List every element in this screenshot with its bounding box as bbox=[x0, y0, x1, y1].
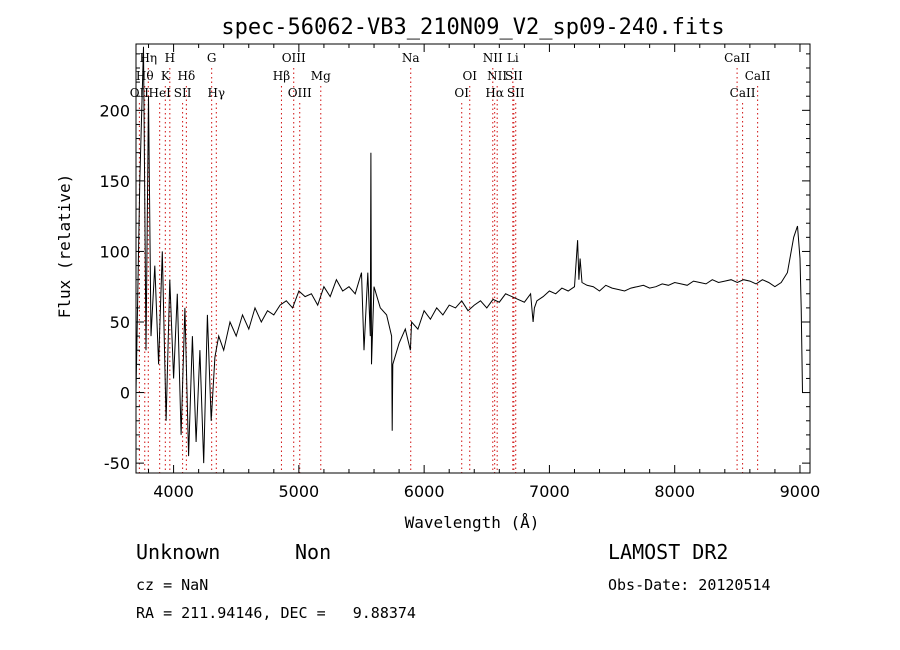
spectral-line-label: K bbox=[161, 69, 171, 83]
spectral-line-label: NII bbox=[483, 51, 503, 65]
y-axis-label: Flux (relative) bbox=[55, 174, 74, 319]
y-tick-label: -50 bbox=[104, 454, 130, 473]
ra-dec-value: RA = 211.94146, DEC = 9.88374 bbox=[136, 604, 416, 622]
subclass-label: Non bbox=[295, 540, 332, 564]
spectral-line-label: Hα bbox=[485, 86, 504, 100]
x-tick-label: 9000 bbox=[780, 482, 821, 501]
y-tick-label: 0 bbox=[120, 384, 130, 403]
spectral-line-label: HeI bbox=[149, 86, 172, 100]
y-tick-label: 150 bbox=[99, 172, 130, 191]
spectral-line-label: Hδ bbox=[178, 69, 196, 83]
redshift-value: cz = NaN bbox=[136, 576, 209, 594]
y-tick-label: 100 bbox=[99, 242, 130, 261]
spectral-line-label: Hη bbox=[139, 51, 157, 65]
spectral-line-label: OI bbox=[454, 86, 469, 100]
spectral-line-label: CaII bbox=[745, 69, 771, 83]
axis-ticks: 4000 5000 6000 7000 8000 9000 -50 0 50 100 150 200 bbox=[99, 44, 820, 501]
spectral-line-label: CaII bbox=[724, 51, 750, 65]
x-axis-label: Wavelength (Å) bbox=[405, 513, 540, 532]
x-tick-label: 4000 bbox=[153, 482, 194, 501]
spectral-line-label: Hβ bbox=[273, 69, 290, 83]
spectral-line-label: OII bbox=[130, 86, 150, 100]
spectral-line-label: SII bbox=[507, 86, 525, 100]
plot-frame bbox=[135, 43, 811, 474]
spectral-line-label: OIII bbox=[288, 86, 312, 100]
spectral-line-label: Hγ bbox=[207, 86, 225, 100]
chart-title: spec-56062-VB3_210N09_V2_sp09-240.fits bbox=[221, 15, 724, 40]
spectral-line-label: OI bbox=[462, 69, 477, 83]
spectral-line-label: NII bbox=[487, 69, 507, 83]
spectral-line-label: Mg bbox=[311, 69, 331, 83]
spectral-line-label: CaII bbox=[730, 86, 756, 100]
spectral-line-label: G bbox=[207, 51, 217, 65]
survey-label: LAMOST DR2 bbox=[608, 540, 729, 564]
spectral-line-label: SII bbox=[505, 69, 523, 83]
spectral-line-label: OIII bbox=[282, 51, 306, 65]
spectral-line-markers bbox=[138, 68, 759, 473]
obs-date-value: Obs-Date: 20120514 bbox=[608, 576, 771, 594]
y-tick-label: 200 bbox=[99, 101, 130, 120]
y-tick-label: 50 bbox=[110, 313, 130, 332]
spectral-line-label: Hθ bbox=[136, 69, 154, 83]
spectral-line-label: Li bbox=[507, 51, 519, 65]
spectrum-series bbox=[135, 46, 803, 464]
class-label: Unknown bbox=[136, 540, 221, 564]
spectral-line-label: H bbox=[165, 51, 175, 65]
x-tick-label: 6000 bbox=[404, 482, 445, 501]
spectral-line-label: SII bbox=[174, 86, 192, 100]
x-tick-label: 8000 bbox=[654, 482, 695, 501]
x-tick-label: 5000 bbox=[279, 482, 320, 501]
x-tick-label: 7000 bbox=[529, 482, 570, 501]
spectral-line-label: Na bbox=[402, 51, 420, 65]
spectral-line-labels: OII Hθ Hη HeI KH SII Hδ G Hγ Hβ OIII OIII Mg Na OI OI NI… bbox=[130, 51, 771, 100]
